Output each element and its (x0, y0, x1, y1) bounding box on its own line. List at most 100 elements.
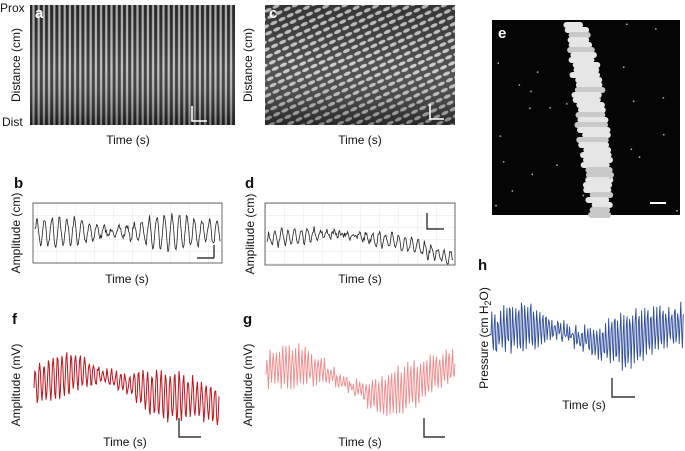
scale-bar (429, 104, 444, 120)
band-segment (582, 132, 611, 138)
y-label: Amplitude (cm) (243, 194, 257, 275)
panel-label: f (12, 311, 18, 328)
y-label: Distance (cm) (9, 28, 23, 102)
plot-frame (32, 202, 223, 264)
kymograph-shade (30, 5, 235, 125)
band-segment (582, 182, 613, 188)
signal-trace (265, 343, 456, 417)
speck (630, 148, 633, 151)
signal-trace (34, 213, 221, 253)
band-segment (589, 207, 611, 213)
speck (638, 156, 641, 159)
speck (632, 100, 635, 103)
band-segment (570, 52, 597, 58)
band-segment (585, 167, 613, 173)
y-label: Amplitude (mV) (9, 344, 23, 427)
band-segment (572, 97, 601, 103)
band-segment (575, 82, 603, 88)
kymograph-shade (265, 5, 455, 125)
band-segment (575, 112, 606, 118)
x-label: Time (s) (338, 272, 382, 286)
band-segment (569, 72, 600, 78)
plot-frame (264, 202, 456, 266)
band-segment (568, 57, 595, 63)
y-label: Pressure (cm H2O) (477, 287, 493, 389)
signal-trace (266, 226, 454, 265)
scale-bar (426, 213, 444, 230)
panel-label: g (243, 311, 252, 328)
speck (502, 160, 505, 163)
speck (622, 66, 625, 69)
panel-label: e (498, 25, 506, 42)
x-label: Time (s) (106, 133, 150, 147)
panel-label: c (269, 5, 277, 22)
speck (625, 23, 628, 26)
image-band (495, 22, 678, 218)
band-segment (580, 162, 610, 168)
speck (495, 204, 497, 207)
band-segment (567, 37, 590, 43)
speck (536, 71, 539, 74)
band-segment (568, 32, 591, 38)
band-segment (575, 77, 603, 83)
band-segment (572, 62, 601, 68)
panel-label: d (245, 175, 254, 192)
band-segment (573, 67, 600, 73)
panel-label: b (14, 175, 23, 192)
speck (530, 90, 532, 93)
band-segment (578, 142, 610, 148)
band-segment (576, 102, 605, 108)
band-segment (574, 87, 606, 93)
y-label: Amplitude (cm) (9, 193, 23, 274)
speck (565, 103, 568, 105)
top-label: Prox (0, 1, 25, 15)
band-segment (577, 117, 609, 123)
x-label: Time (s) (338, 435, 382, 449)
speck (662, 133, 665, 136)
scale-bar (611, 378, 635, 398)
speck (676, 209, 678, 212)
band-segment (583, 157, 613, 163)
speck (528, 107, 531, 110)
scale-bar (197, 245, 215, 259)
panel-label: a (35, 5, 44, 22)
band-segment (578, 107, 606, 113)
band-segment (577, 127, 611, 133)
x-label: Time (s) (103, 435, 147, 449)
speck (609, 177, 612, 179)
band-segment (574, 122, 608, 128)
y-label: Distance (cm) (241, 28, 255, 102)
speck (654, 28, 657, 30)
band-segment (589, 192, 614, 198)
scale-bar (423, 418, 445, 438)
speck (582, 194, 585, 197)
speck (518, 84, 521, 86)
band-segment (585, 177, 614, 183)
band-segment (583, 147, 612, 153)
scale-bar (178, 418, 201, 438)
speck (549, 106, 552, 109)
band-segment (563, 22, 583, 28)
signal-trace (33, 352, 220, 426)
scale-bar (191, 106, 207, 122)
band-segment (580, 152, 612, 158)
band-segment (588, 212, 612, 218)
band-segment (567, 47, 595, 53)
x-label: Time (s) (562, 398, 606, 412)
bottom-label: Dist (2, 115, 23, 129)
speck (598, 96, 601, 99)
band-segment (591, 202, 613, 208)
y-label: Amplitude (mV) (241, 344, 255, 427)
band-segment (585, 172, 614, 178)
band-segment (564, 27, 590, 33)
band-segment (585, 197, 610, 203)
x-label: Time (s) (338, 133, 382, 147)
band-segment (576, 137, 609, 143)
speck (511, 190, 514, 192)
speck (497, 62, 500, 65)
panel-label: h (478, 257, 487, 274)
speck (556, 164, 558, 167)
speck (531, 173, 534, 176)
speck (499, 135, 502, 138)
